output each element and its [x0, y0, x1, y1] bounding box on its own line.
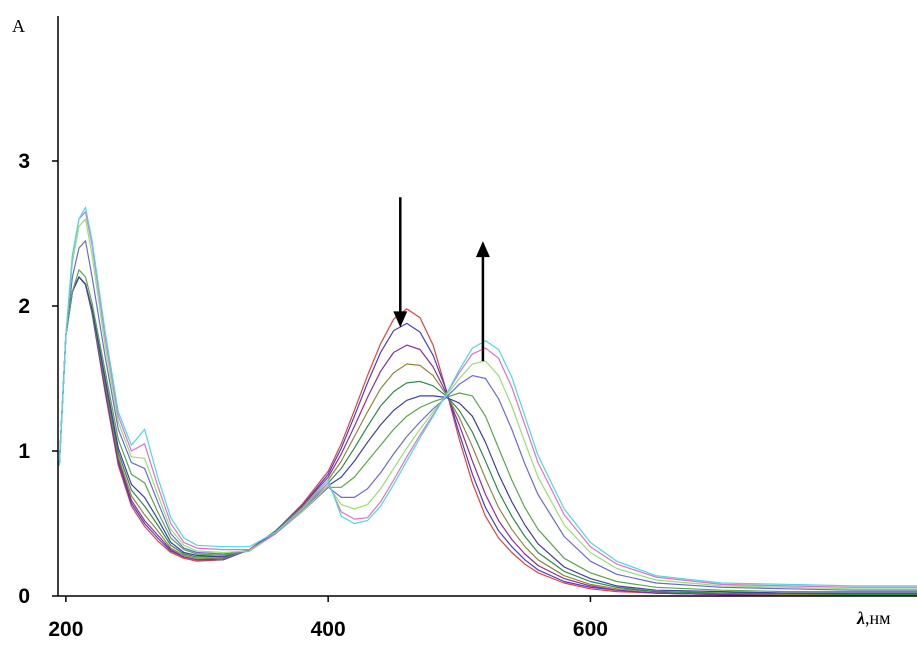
- x-tick-label: 400: [311, 618, 346, 640]
- spectrum-line-8: [58, 240, 917, 591]
- spectrum-line-11: [58, 206, 917, 587]
- x-tick-label: 600: [573, 618, 608, 640]
- x-axis-title-unit: ,нм: [865, 608, 891, 628]
- y-axis-title: A: [12, 16, 25, 36]
- y-tick-label: 0: [18, 585, 30, 608]
- spectrum-line-10: [58, 211, 917, 588]
- x-axis-title: λ,нм: [856, 608, 891, 628]
- x-axis-title-symbol: λ: [856, 608, 865, 628]
- arrow-down-head: [393, 311, 408, 328]
- spectrum-line-7: [58, 269, 917, 593]
- y-tick-label: 2: [18, 295, 30, 318]
- spectrum-line-2: [58, 276, 917, 596]
- x-ticks: 200 400 600: [48, 596, 608, 641]
- spectrum-line-6: [58, 276, 917, 594]
- x-tick-label: 200: [48, 618, 83, 640]
- spectrum-line-4: [58, 276, 917, 596]
- y-ticks: 0 1 2 3: [18, 150, 58, 608]
- y-tick-label: 3: [18, 150, 30, 173]
- series-layer: [58, 206, 917, 596]
- spectrum-line-1: [58, 276, 917, 596]
- spectrum-line-3: [58, 276, 917, 596]
- y-tick-label: 1: [18, 440, 30, 463]
- arrow-up-head: [475, 241, 490, 258]
- arrow-layer: [393, 197, 490, 362]
- spectrum-line-9: [58, 218, 917, 590]
- spectrum-line-5: [58, 276, 917, 596]
